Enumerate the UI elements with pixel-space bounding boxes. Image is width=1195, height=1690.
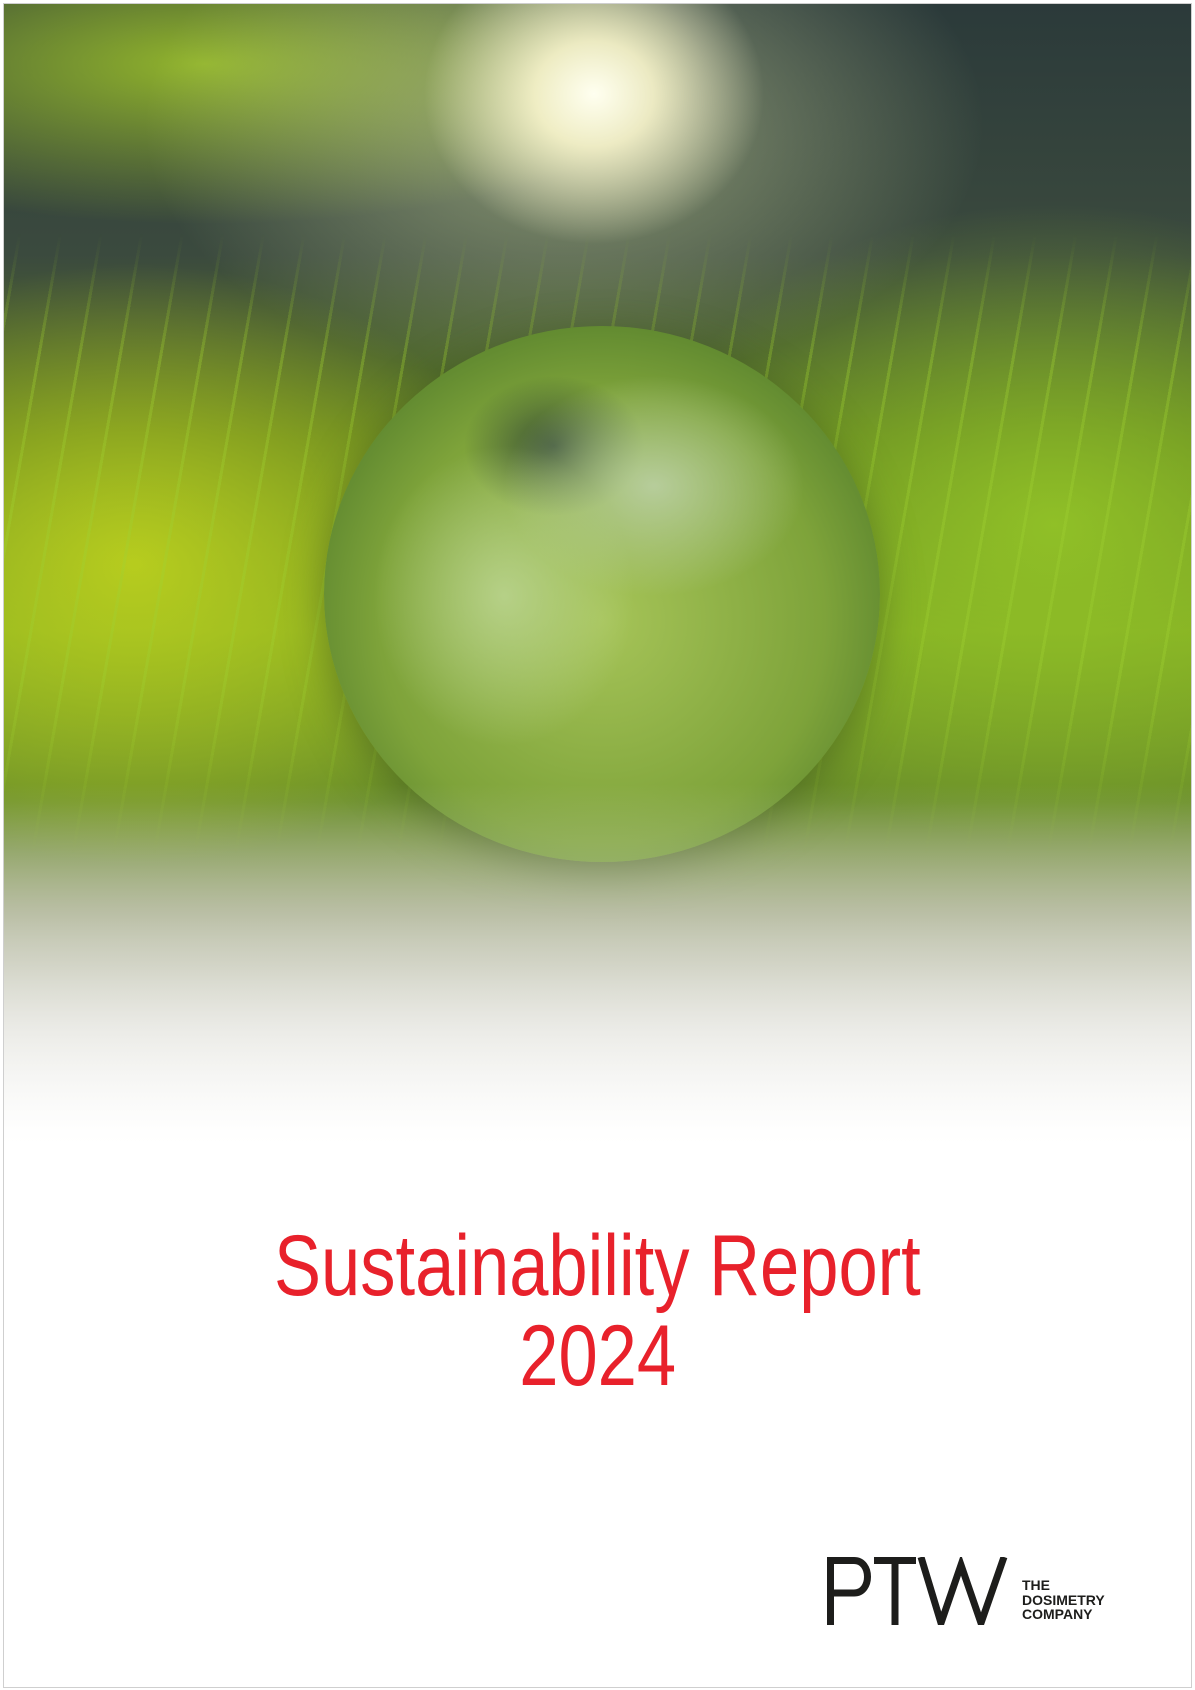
report-cover: Sustainability Report 2024 THE DOSIMETRY… — [3, 3, 1192, 1688]
photo-fade — [4, 784, 1191, 1144]
cover-photo-glass-globe-in-grass — [4, 4, 1191, 1144]
ptw-logo: THE DOSIMETRY COMPANY — [824, 1536, 1124, 1626]
report-year: 2024 — [519, 1308, 676, 1404]
glass-globe — [324, 326, 880, 862]
report-title: Sustainability Report — [274, 1218, 921, 1314]
ptw-wordmark-icon — [827, 1557, 1008, 1625]
logo-tagline: THE DOSIMETRY COMPANY — [1022, 1577, 1105, 1622]
